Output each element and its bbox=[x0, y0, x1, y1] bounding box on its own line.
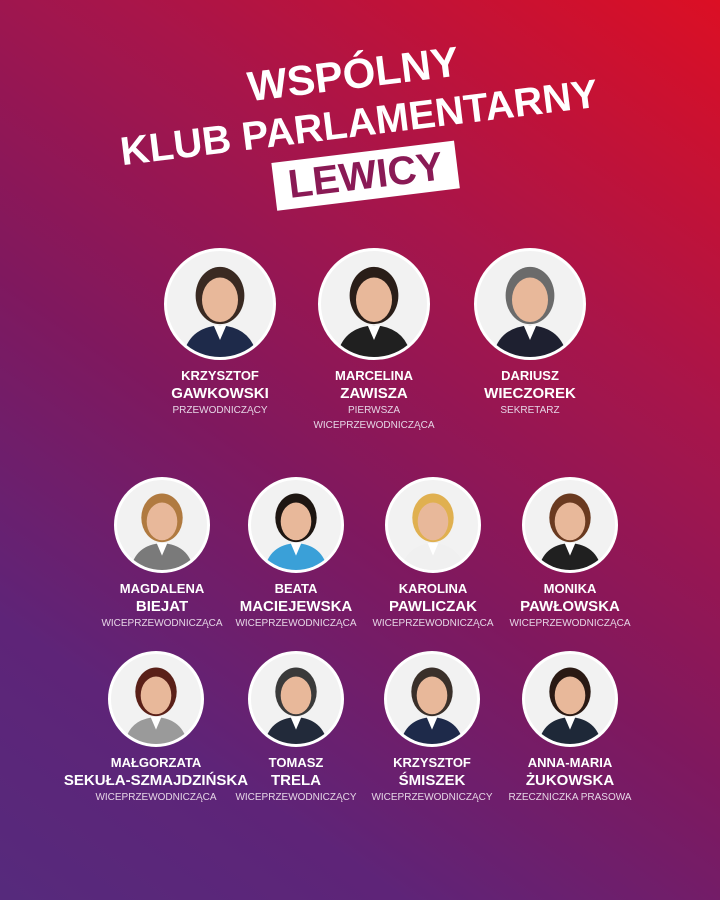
member-photo bbox=[164, 248, 276, 360]
portrait-icon bbox=[182, 266, 258, 357]
member-first-name: MAGDALENA bbox=[119, 581, 205, 596]
member-role: WICEPRZEWODNICZĄCA bbox=[101, 618, 223, 629]
portrait-icon bbox=[336, 266, 412, 357]
member-card: MONIKA PAWŁOWSKA WICEPRZEWODNICZĄCA bbox=[505, 477, 635, 631]
member-first-name: TOMASZ bbox=[268, 755, 324, 770]
member-last-name: ZAWISZA bbox=[340, 385, 408, 402]
member-role: PRZEWODNICZĄCY bbox=[172, 405, 268, 416]
member-first-name: ANNA-MARIA bbox=[527, 755, 613, 770]
member-card: MAŁGORZATA SEKUŁA-SZMAJDZIŃSKA WICEPRZEW… bbox=[64, 651, 248, 805]
member-role: WICEPRZEWODNICZĄCA bbox=[235, 618, 357, 629]
member-role: PIERWSZA bbox=[347, 405, 401, 416]
member-photo bbox=[522, 477, 618, 573]
member-last-name: TRELA bbox=[271, 772, 321, 789]
member-first-name: MARCELINA bbox=[335, 368, 413, 383]
member-photo bbox=[114, 477, 210, 573]
portrait-icon bbox=[130, 493, 194, 570]
member-last-name: WIECZOREK bbox=[484, 385, 576, 402]
member-role: RZECZNICZKA PRASOWA bbox=[508, 792, 632, 803]
member-role-line-2: WICEPRZEWODNICZĄCA bbox=[313, 420, 435, 431]
member-last-name: PAWŁOWSKA bbox=[520, 598, 620, 615]
member-last-name: GAWKOWSKI bbox=[171, 385, 269, 402]
member-first-name: BEATA bbox=[274, 581, 318, 596]
poster-title: WSPÓLNY KLUB PARLAMENTARNY LEWICY bbox=[0, 0, 720, 263]
member-last-name: BIEJAT bbox=[135, 598, 189, 615]
member-first-name: KAROLINA bbox=[398, 581, 468, 596]
member-photo bbox=[318, 248, 430, 360]
member-last-name: ŚMISZEK bbox=[398, 772, 466, 789]
member-first-name: KRZYSZTOF bbox=[181, 368, 259, 383]
member-first-name: KRZYSZTOF bbox=[393, 755, 471, 770]
member-last-name: SEKUŁA-SZMAJDZIŃSKA bbox=[63, 772, 249, 789]
member-card: KAROLINA PAWLICZAK WICEPRZEWODNICZĄCA bbox=[368, 477, 498, 631]
member-first-name: MONIKA bbox=[543, 581, 597, 596]
member-role: WICEPRZEWODNICZĄCY bbox=[235, 792, 357, 803]
portrait-icon bbox=[538, 667, 602, 744]
member-card: ANNA-MARIA ŻUKOWSKA RZECZNICZKA PRASOWA bbox=[505, 651, 635, 805]
member-photo bbox=[385, 477, 481, 573]
member-role: SEKRETARZ bbox=[500, 405, 560, 416]
member-last-name: ŻUKOWSKA bbox=[525, 772, 615, 789]
member-card: KRZYSZTOF GAWKOWSKI PRZEWODNICZĄCY bbox=[155, 248, 285, 418]
portrait-icon bbox=[492, 266, 568, 357]
member-role: WICEPRZEWODNICZĄCA bbox=[372, 618, 494, 629]
member-role: WICEPRZEWODNICZĄCA bbox=[95, 792, 217, 803]
member-card: TOMASZ TRELA WICEPRZEWODNICZĄCY bbox=[231, 651, 361, 805]
member-role: WICEPRZEWODNICZĄCY bbox=[371, 792, 493, 803]
member-photo bbox=[108, 651, 204, 747]
member-card: KRZYSZTOF ŚMISZEK WICEPRZEWODNICZĄCY bbox=[367, 651, 497, 805]
member-card: MAGDALENA BIEJAT WICEPRZEWODNICZĄCA bbox=[97, 477, 227, 631]
portrait-icon bbox=[124, 667, 188, 744]
member-photo bbox=[474, 248, 586, 360]
portrait-icon bbox=[401, 493, 465, 570]
member-card: MARCELINA ZAWISZA PIERWSZA WICEPRZEWODNIC… bbox=[309, 248, 439, 433]
member-photo bbox=[248, 651, 344, 747]
portrait-icon bbox=[264, 667, 328, 744]
member-last-name: MACIEJEWSKA bbox=[239, 598, 353, 615]
member-role: WICEPRZEWODNICZĄCA bbox=[509, 618, 631, 629]
member-photo bbox=[522, 651, 618, 747]
member-photo bbox=[248, 477, 344, 573]
member-card: BEATA MACIEJEWSKA WICEPRZEWODNICZĄCA bbox=[231, 477, 361, 631]
member-last-name: PAWLICZAK bbox=[388, 598, 478, 615]
portrait-icon bbox=[538, 493, 602, 570]
member-first-name: MAŁGORZATA bbox=[110, 755, 202, 770]
portrait-icon bbox=[264, 493, 328, 570]
member-photo bbox=[384, 651, 480, 747]
member-card: DARIUSZ WIECZOREK SEKRETARZ bbox=[465, 248, 595, 418]
portrait-icon bbox=[400, 667, 464, 744]
member-first-name: DARIUSZ bbox=[501, 368, 559, 383]
